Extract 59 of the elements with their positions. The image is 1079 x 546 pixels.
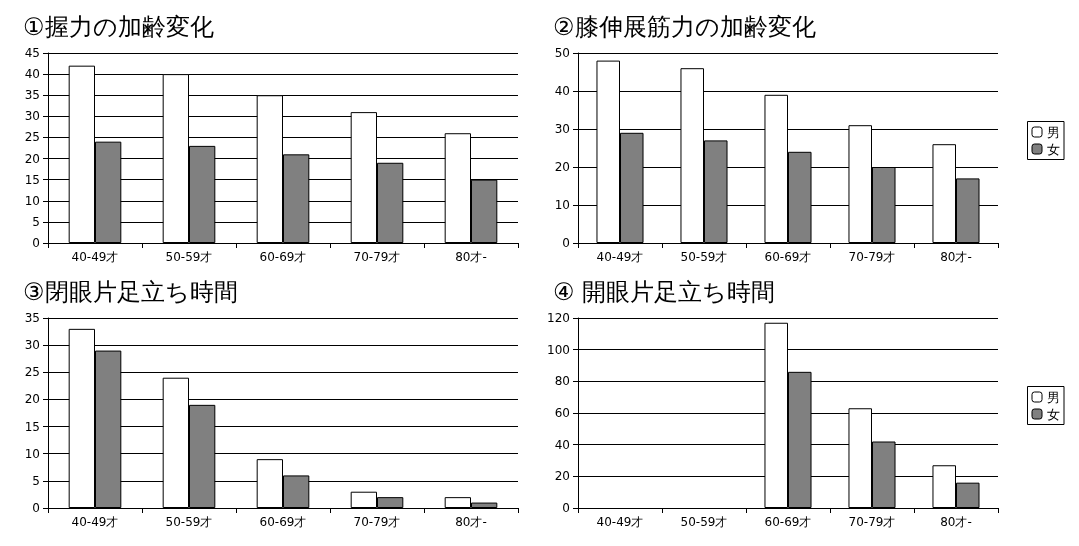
chart-title: ②膝伸展筋力の加齢変化	[553, 13, 816, 41]
y-tick-label: 40	[554, 437, 570, 452]
x-tick-label: 70-79才	[353, 515, 401, 529]
y-tick-label: 120	[547, 311, 570, 325]
x-tick-label: 70-79才	[353, 250, 401, 264]
y-tick-label: 10	[24, 446, 40, 461]
y-tick-label: 20	[554, 160, 570, 174]
y-tick-label: 0	[32, 236, 40, 250]
x-tick-label: 60-69才	[259, 250, 307, 264]
x-tick-label: 40-49才	[596, 515, 644, 529]
y-tick-label: 5	[32, 214, 40, 229]
y-tick-label: 15	[24, 172, 40, 187]
legend-label: 男	[1047, 124, 1060, 140]
y-tick-label: 100	[547, 342, 570, 357]
y-tick-label: 25	[24, 365, 40, 380]
x-tick-label: 80才-	[940, 515, 972, 529]
y-tick-label: 30	[24, 338, 40, 353]
y-tick-label: 40	[554, 84, 570, 98]
x-tick-label: 70-79才	[848, 250, 896, 264]
y-tick-label: 10	[554, 198, 570, 212]
y-tick-label: 10	[24, 193, 40, 208]
chart-title: ①握力の加齢変化	[23, 13, 214, 41]
y-tick-label: 25	[24, 130, 40, 145]
y-tick-label: 40	[24, 67, 40, 82]
x-tick-label: 50-59才	[680, 515, 728, 529]
x-tick-label: 80才-	[455, 250, 487, 264]
x-tick-label: 40-49才	[596, 250, 644, 264]
y-tick-label: 5	[32, 473, 40, 488]
y-tick-label: 50	[554, 46, 570, 60]
y-tick-label: 0	[32, 501, 40, 515]
y-tick-label: 20	[24, 151, 40, 166]
chart-title: ④ 開眼片足立ち時間	[553, 278, 776, 306]
x-tick-label: 50-59才	[165, 515, 213, 529]
x-tick-label: 80才-	[455, 515, 487, 529]
x-tick-label: 40-49才	[71, 250, 119, 264]
x-tick-label: 60-69才	[259, 515, 307, 529]
y-tick-label: 30	[24, 109, 40, 124]
y-tick-label: 35	[24, 311, 40, 325]
x-tick-label: 60-69才	[764, 515, 812, 529]
y-tick-label: 45	[24, 46, 40, 60]
y-tick-label: 0	[562, 501, 570, 515]
y-tick-label: 60	[554, 406, 570, 420]
y-tick-label: 30	[554, 122, 570, 136]
chart-title: ③閉眼片足立ち時間	[23, 278, 238, 306]
y-tick-label: 20	[554, 469, 570, 484]
x-tick-label: 50-59才	[165, 250, 213, 264]
x-tick-label: 60-69才	[764, 250, 812, 264]
x-tick-label: 80才-	[940, 250, 972, 264]
x-tick-label: 50-59才	[680, 250, 728, 264]
y-tick-label: 0	[562, 236, 570, 250]
legend-label: 女	[1047, 406, 1060, 422]
x-tick-label: 70-79才	[848, 515, 896, 529]
legend-label: 男	[1047, 389, 1060, 405]
legend-label: 女	[1047, 141, 1060, 157]
x-tick-label: 40-49才	[71, 515, 119, 529]
y-tick-label: 35	[24, 88, 40, 103]
y-tick-label: 15	[24, 419, 40, 434]
y-tick-label: 80	[554, 374, 570, 389]
y-tick-label: 20	[24, 392, 40, 407]
